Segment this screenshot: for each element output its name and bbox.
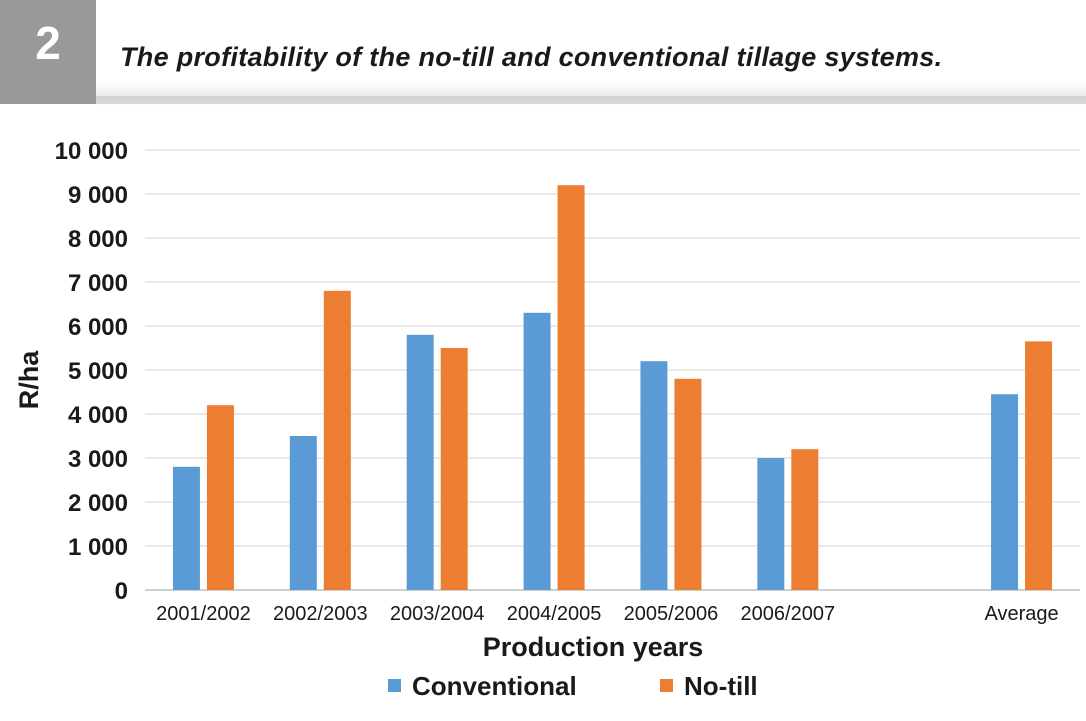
figure-number-badge: 2 xyxy=(0,0,96,104)
y-tick-label: 3 000 xyxy=(68,446,128,473)
y-tick-label: 9 000 xyxy=(68,182,128,209)
bar-conventional xyxy=(640,361,668,590)
x-tick-label: Average xyxy=(984,603,1058,625)
x-tick-label: 2005/2006 xyxy=(624,603,719,625)
y-tick-label: 10 000 xyxy=(55,138,128,165)
x-tick-label: 2002/2003 xyxy=(273,603,368,625)
y-tick-labels: 0 1 000 2 000 3 000 4 000 5 000 6 000 7 000 8 00… xyxy=(55,138,128,605)
bar-no-till xyxy=(323,290,351,590)
y-axis-title: R/ha xyxy=(14,350,44,409)
bar-no-till xyxy=(1025,341,1053,590)
legend-label: Conventional xyxy=(412,671,577,701)
x-tick-label: 2006/2007 xyxy=(741,603,836,625)
bar-no-till xyxy=(206,405,234,590)
bars xyxy=(172,185,1053,590)
gridlines xyxy=(145,149,1080,591)
y-tick-label: 1 000 xyxy=(68,534,128,561)
x-tick-label: 2003/2004 xyxy=(390,603,485,625)
bar-no-till xyxy=(791,449,819,590)
bar-conventional xyxy=(991,394,1019,590)
x-tick-label: 2001/2002 xyxy=(156,603,251,625)
header-shadow xyxy=(96,96,1086,106)
legend-swatch xyxy=(660,679,673,692)
bar-conventional xyxy=(406,334,434,590)
figure-header xyxy=(0,0,1086,104)
y-tick-label: 6 000 xyxy=(68,314,128,341)
bar-conventional xyxy=(172,466,200,590)
legend-swatch xyxy=(388,679,401,692)
bar-conventional xyxy=(289,436,317,590)
bar-no-till xyxy=(440,348,468,590)
legend: Conventional No-till xyxy=(388,671,758,701)
figure-title: The profitability of the no-till and con… xyxy=(120,42,943,72)
y-tick-label: 2 000 xyxy=(68,490,128,517)
bar-conventional xyxy=(523,312,551,590)
legend-label: No-till xyxy=(684,671,758,701)
x-tick-labels: 2001/2002 2002/2003 2003/2004 2004/2005 2005… xyxy=(156,603,1058,625)
bar-no-till xyxy=(557,185,585,590)
y-tick-label: 0 xyxy=(115,578,128,605)
x-tick-label: 2004/2005 xyxy=(507,603,602,625)
y-tick-label: 8 000 xyxy=(68,226,128,253)
x-axis-title: Production years xyxy=(483,632,704,662)
bar-no-till xyxy=(674,378,702,590)
y-tick-label: 7 000 xyxy=(68,270,128,297)
y-tick-label: 5 000 xyxy=(68,358,128,385)
y-tick-label: 4 000 xyxy=(68,402,128,429)
bar-conventional xyxy=(757,458,785,590)
